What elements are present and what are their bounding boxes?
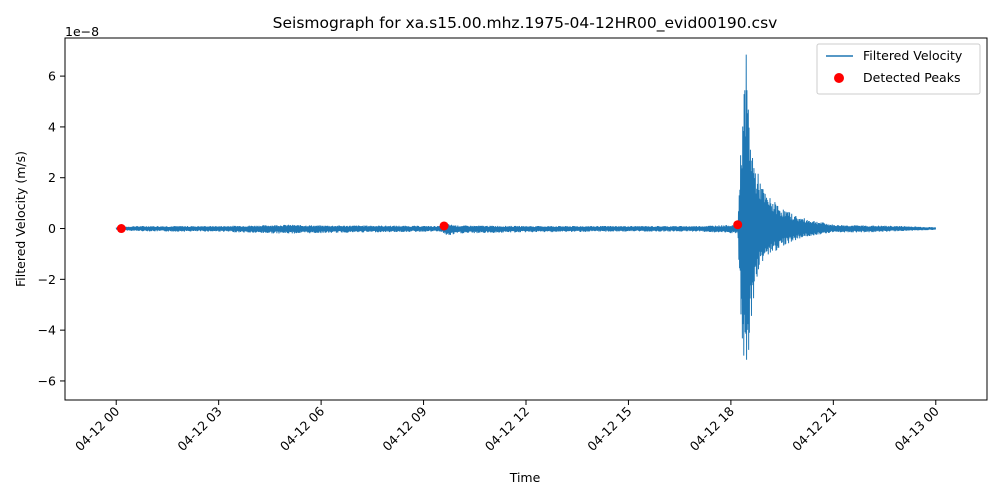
y-tick-label: 4 — [48, 119, 56, 134]
detected-peak-point — [439, 221, 449, 231]
legend-label-detected-peaks: Detected Peaks — [863, 70, 960, 85]
y-tick-label: 2 — [48, 170, 56, 185]
x-tick-label: 04-13 00 — [892, 403, 942, 453]
legend: Filtered Velocity Detected Peaks — [816, 43, 981, 95]
x-axis-label: Time — [509, 470, 541, 485]
x-axis: 04-12 00 04-12 03 04-12 06 04-12 09 04-12 12… — [72, 400, 942, 454]
x-tick-label: 04-12 12 — [482, 404, 532, 454]
y-tick-label: −4 — [38, 323, 56, 338]
x-tick-label: 04-12 00 — [72, 403, 122, 453]
legend-box — [816, 43, 981, 95]
y-tick-label: 6 — [48, 69, 56, 84]
detected-peak-point — [733, 220, 743, 230]
detected-peak-point — [116, 224, 126, 234]
x-tick-label: 04-12 15 — [584, 404, 634, 454]
legend-peak-marker — [834, 73, 844, 83]
x-tick-label: 04-12 21 — [789, 404, 839, 454]
x-tick-label: 04-12 09 — [379, 403, 429, 453]
legend-label-filtered-velocity: Filtered Velocity — [863, 48, 963, 63]
y-axis: −6 −4 −2 0 2 4 6 — [38, 69, 65, 388]
y-axis-label: Filtered Velocity (m/s) — [13, 151, 28, 287]
x-tick-label: 04-12 18 — [687, 403, 737, 453]
x-tick-label: 04-12 06 — [277, 403, 327, 453]
chart-title: Seismograph for xa.s15.00.mhz.1975-04-12… — [273, 14, 778, 33]
y-axis-multiplier: 1e−8 — [65, 24, 99, 39]
series-filtered-velocity-line — [115, 54, 937, 360]
y-tick-label: −6 — [38, 373, 56, 388]
y-tick-label: 0 — [48, 221, 56, 236]
y-tick-label: −2 — [38, 272, 56, 287]
x-tick-label: 04-12 03 — [174, 404, 224, 454]
